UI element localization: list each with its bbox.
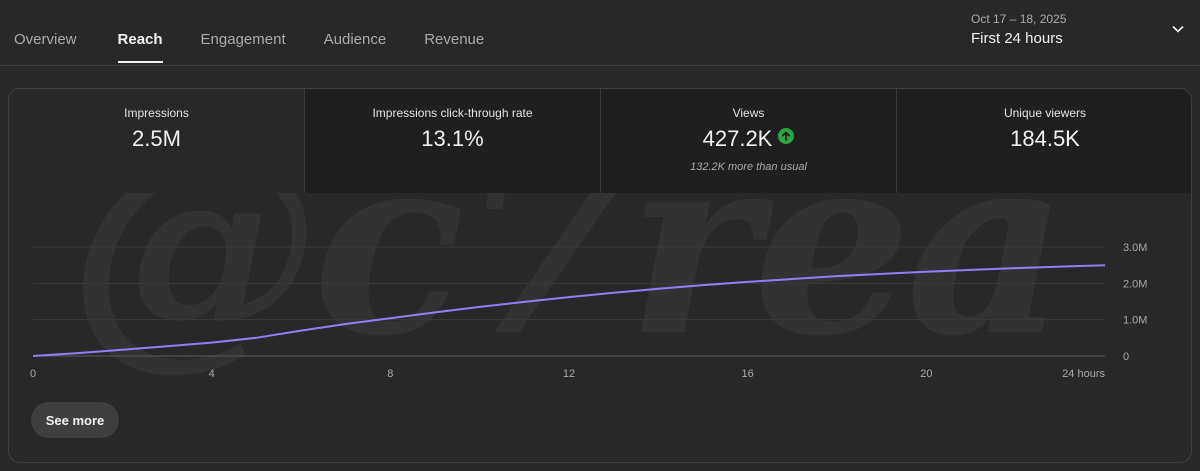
- metric-note: 132.2K more than usual: [690, 161, 807, 173]
- metric-value: 427.2K: [702, 126, 773, 151]
- metric-label: Unique viewers: [1003, 106, 1087, 120]
- x-tick-label: 12: [563, 368, 575, 380]
- tab-engagement[interactable]: Engagement: [200, 31, 286, 48]
- metric-label: Impressions: [124, 106, 189, 120]
- metric-unique-viewers[interactable]: Unique viewers 184.5K: [897, 89, 1191, 193]
- metric-value: 13.1%: [421, 126, 484, 151]
- metric-impressions[interactable]: Impressions 2.5M: [9, 89, 305, 193]
- tab-audience[interactable]: Audience: [323, 31, 387, 48]
- tab-reach[interactable]: Reach: [117, 0, 163, 66]
- x-tick-label: 24 hours: [1062, 368, 1105, 380]
- y-tick-label: 0: [1123, 351, 1129, 363]
- series-line: [32, 264, 1106, 357]
- metric-value: 184.5K: [1010, 126, 1080, 151]
- metric-value-row: 427.2K: [601, 126, 896, 152]
- date-range-period: First 24 hours: [971, 30, 1063, 47]
- metric-value: 2.5M: [132, 126, 181, 151]
- tab-revenue[interactable]: Revenue: [424, 31, 485, 48]
- x-tick-label: 4: [209, 368, 215, 380]
- see-more-button[interactable]: See more: [31, 402, 119, 438]
- x-tick-label: 8: [387, 368, 393, 380]
- y-tick-label: 2.0M: [1123, 278, 1147, 290]
- x-tick-label: 16: [742, 368, 754, 380]
- y-tick-label: 1.0M: [1123, 315, 1147, 327]
- tabs: Overview Reach Engagement Audience Reven…: [0, 0, 484, 66]
- x-tick-label: 20: [920, 368, 932, 380]
- x-tick-label: 0: [30, 368, 36, 380]
- metric-tabs: Impressions 2.5M Impressions click-throu…: [9, 89, 1191, 193]
- metric-label: Impressions click-through rate: [372, 106, 533, 120]
- date-range-dates: Oct 17 – 18, 2025: [971, 12, 1067, 26]
- tab-bar: Overview Reach Engagement Audience Reven…: [0, 0, 1200, 66]
- metric-ctr[interactable]: Impressions click-through rate 13.1%: [305, 89, 601, 193]
- date-range-selector[interactable]: Oct 17 – 18, 2025 First 24 hours: [971, 8, 1191, 56]
- analytics-card: @c7rea Impressions 2.5M Impressions clic…: [8, 88, 1192, 463]
- y-tick-label: 3.0M: [1123, 242, 1147, 254]
- metric-views[interactable]: Views 427.2K 132.2K more than usual: [601, 89, 897, 193]
- impressions-chart: 0 1.0M 2.0M 3.0M 0 4 8 12 16 20 24 hours: [30, 242, 1148, 380]
- tab-overview[interactable]: Overview: [14, 31, 77, 48]
- arrow-up-circle-icon: [778, 128, 795, 144]
- metric-label: Views: [732, 106, 765, 120]
- chevron-down-icon: [1172, 25, 1184, 33]
